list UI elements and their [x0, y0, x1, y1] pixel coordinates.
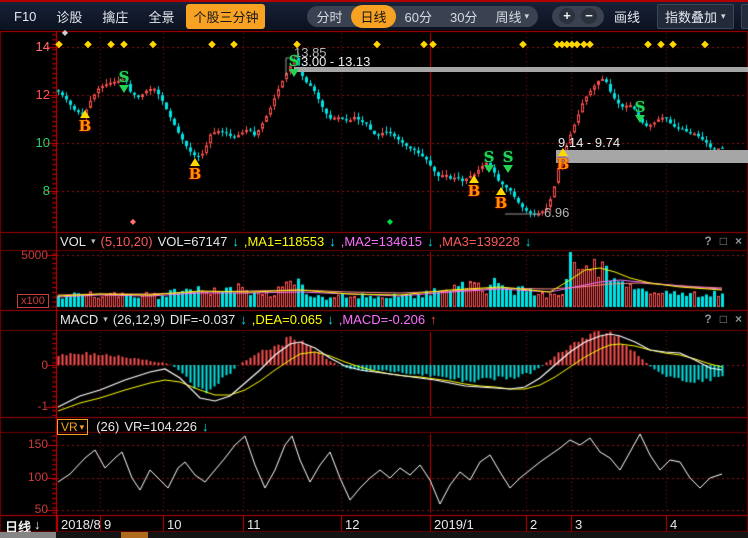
ma3-value: ,MA3=139228: [438, 234, 520, 249]
close-icon[interactable]: ×: [734, 234, 742, 248]
zoom-in-button[interactable]: +: [558, 8, 575, 24]
macd-panel-header: MACD ▾ (26,12,9) DIF=-0.037 ↓ ,DEA=0.065 ↓ ,MAC…: [0, 311, 748, 328]
vol-value: VOL=67147: [157, 234, 228, 249]
tab-daily[interactable]: 日线: [351, 4, 396, 28]
dif-value: DIF=-0.037: [169, 312, 236, 327]
trend-down-icon: ↓: [240, 312, 247, 327]
scrollbar-thumb[interactable]: [121, 532, 148, 538]
trend-down-icon: ↓: [201, 419, 209, 434]
x-axis-label: 2018/8: [61, 517, 101, 532]
toolbar-left-items: F10 诊股 擒庄 全景: [4, 7, 184, 26]
x-axis-label: 2019/1: [434, 517, 474, 532]
tab-30min[interactable]: 30分: [449, 9, 478, 25]
macd-indicator-selector[interactable]: MACD: [60, 312, 99, 327]
volume-unit-label: x100: [17, 294, 49, 308]
chevron-down-icon: ▾: [524, 10, 529, 21]
x-axis-label: 2: [530, 517, 538, 532]
vr-y-axis-label: 50: [34, 502, 48, 516]
ma1-value: ,MA1=118553: [243, 234, 325, 249]
index-overlay-button[interactable]: 指数叠加 ▾: [657, 3, 734, 29]
chevron-down-icon: ▾: [91, 236, 96, 246]
trend-down-icon: ↓: [524, 234, 532, 249]
macd-y-axis-label: -1: [37, 399, 48, 413]
vr-indicator-selector[interactable]: VR ▾: [57, 418, 89, 435]
maximize-icon[interactable]: □: [719, 312, 727, 326]
arrow-down-icon: ↓: [34, 517, 41, 532]
period-label-text: 日线: [5, 520, 32, 535]
tab-60min[interactable]: 60分: [404, 9, 432, 25]
chevron-down-icon: ▾: [79, 421, 85, 432]
toolbar-item-diagnose-stock[interactable]: 诊股: [56, 9, 83, 25]
trend-down-icon: ↓: [329, 234, 336, 249]
trend-down-icon: ↓: [232, 234, 239, 249]
x-axis-label: 11: [247, 517, 261, 532]
vr-y-axis-label: 150: [27, 437, 48, 451]
help-icon[interactable]: ?: [704, 312, 712, 326]
vol-indicator-selector[interactable]: VOL: [60, 234, 87, 249]
vol-params: (5,10,20): [100, 234, 153, 249]
tab-minute[interactable]: 分时: [316, 9, 343, 25]
trend-up-icon: ↑: [430, 312, 437, 327]
macd-y-axis-label: 0: [41, 358, 48, 372]
chevron-down-icon: ▾: [721, 10, 726, 21]
stock-3min-button[interactable]: 个股三分钟: [186, 3, 266, 29]
trend-down-icon: ↓: [427, 234, 434, 249]
ma2-value: ,MA2=134615: [340, 234, 423, 249]
period-label[interactable]: 日线 ↓: [5, 517, 41, 536]
x-axis-label: 12: [345, 517, 360, 532]
chevron-down-icon: ▾: [103, 314, 108, 324]
vr-header-values: (26) VR=104.226 ↓: [88, 420, 213, 433]
macd-window-icons: ? □ ×: [704, 313, 742, 325]
index-overlay-label: 指数叠加: [665, 9, 718, 25]
vol-header-values: VOL ▾ (5,10,20) VOL=67147 ↓ ,MA1=118553 ↓ ,MA2=…: [0, 235, 536, 248]
x-axis-label: 10: [167, 517, 182, 532]
macd-value: ,MACD=-0.206: [338, 312, 426, 327]
vol-panel-header: VOL ▾ (5,10,20) VOL=67147 ↓ ,MA1=118553 ↓ ,MA2=…: [0, 233, 748, 250]
zoom-out-button[interactable]: −: [580, 8, 597, 24]
toolbar-item-f10[interactable]: F10: [14, 8, 37, 24]
close-icon[interactable]: ×: [734, 312, 742, 326]
x-axis: 日线 ↓ 2018/8 9 10 11 12 2019/1 2 3 4: [0, 516, 748, 535]
dea-value: ,DEA=0.065: [251, 312, 323, 327]
toolbar-item-panorama[interactable]: 全景: [148, 9, 175, 25]
vol-window-icons: ? □ ×: [704, 235, 742, 247]
toolbar-item-catch-banker[interactable]: 擒庄: [102, 9, 129, 25]
vr-indicator-label: VR: [61, 419, 78, 434]
x-axis-label: 9: [104, 517, 112, 532]
add-watchlist-button[interactable]: +自选 ▾: [740, 3, 748, 29]
help-icon[interactable]: ?: [704, 234, 712, 248]
x-axis-label: 4: [670, 517, 678, 532]
vr-value: VR=104.226: [124, 419, 197, 434]
vol-y-axis-label: 5000: [21, 248, 48, 262]
maximize-icon[interactable]: □: [719, 234, 727, 248]
macd-params: (26,12,9): [112, 312, 165, 327]
top-toolbar: F10 诊股 擒庄 全景 个股三分钟 分时 日线 60分 30分 周线 ▾ + − 画线 指数叠…: [0, 0, 748, 30]
zoom-controls: + −: [551, 5, 604, 27]
vr-params: (26): [96, 419, 120, 434]
trend-down-icon: ↓: [327, 312, 334, 327]
scrollbar-corner: [0, 532, 56, 538]
macd-header-values: MACD ▾ (26,12,9) DIF=-0.037 ↓ ,DEA=0.065 ↓ ,MAC…: [0, 313, 442, 326]
draw-line-button[interactable]: 画线: [613, 9, 640, 25]
toolbar-right: 画线 指数叠加 ▾ +自选 ▾ >|: [604, 3, 748, 29]
x-axis-label: 3: [575, 517, 583, 532]
scrollbar-track[interactable]: [0, 532, 748, 538]
vr-y-axis-label: 100: [27, 470, 48, 484]
period-tabs: 分时 日线 60分 30分 周线 ▾: [307, 4, 538, 28]
vr-panel-header: VR ▾ (26) VR=104.226 ↓: [0, 418, 748, 435]
tab-weekly[interactable]: 周线 ▾: [495, 9, 529, 25]
